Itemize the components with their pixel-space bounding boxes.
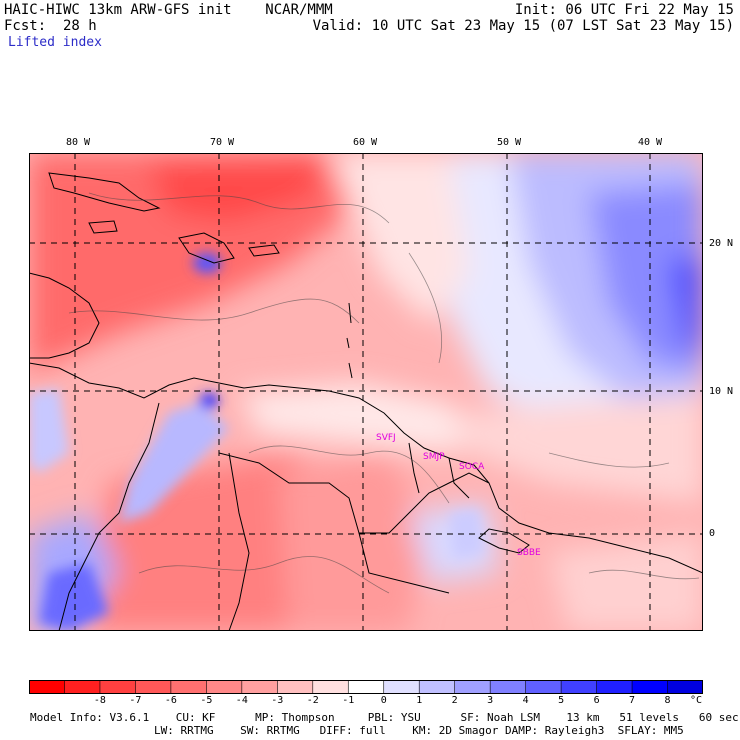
colorbar-tick-label: -4 [235,695,248,706]
station-smjp[interactable]: SMJP [423,452,445,462]
field-name: Lifted index [8,35,102,50]
lat-label-10n: 10 N [709,386,734,397]
lat-label-0: 0 [709,528,716,539]
colorbar-tick-label: -3 [271,695,284,706]
colorbar-cell [525,680,562,694]
colorbar-cell [64,680,101,694]
colorbar-tick-label: 5 [558,695,565,706]
colorbar-cell [419,680,456,694]
graticule [29,153,703,631]
colorbar-tick-label: 3 [487,695,494,706]
lifted-index-map[interactable]: SVFJ SMJP SOCA SBBE [29,153,703,631]
lon-label-70w: 70 W [210,137,235,148]
colorbar-cell [383,680,420,694]
colorbar-cell [135,680,172,694]
colorbar-tick-label: 6 [593,695,600,706]
forecast-hour: 28 h [63,18,97,34]
model-info-line1: Model Info: V3.6.1 CU: KF MP: Thompson P… [30,711,739,724]
lon-label-40w: 40 W [638,137,663,148]
colorbar-tick-label: 0 [380,695,387,706]
forecast-label: Fcst: [4,18,47,34]
station-soca[interactable]: SOCA [459,462,485,472]
valid-time: Valid: 10 UTC Sat 23 May 15 (07 LST Sat … [312,18,734,34]
colorbar-tick-label: 2 [451,695,458,706]
colorbar-tick-label: -2 [306,695,319,706]
colorbar-tick-label: -6 [164,695,177,706]
colorbar-cell [99,680,136,694]
colorbar-tick-label: 7 [629,695,636,706]
colorbar-frame [29,680,703,694]
colorbar-cell [170,680,207,694]
field-shading [29,153,703,631]
colorbar-cell [667,680,703,694]
model-title: HAIC-HIWC 13km ARW-GFS init NCAR/MMM [4,2,333,18]
colorbar-cell [632,680,669,694]
colorbar-cell [241,680,278,694]
model-info-line2: LW: RRTMG SW: RRTMG DIFF: full KM: 2D Sm… [154,724,684,737]
colorbar-cell [348,680,385,694]
colorbar-tick-label: 1 [416,695,423,706]
colorbar-tick-label: 4 [522,695,529,706]
colorbar-tick-label: -7 [129,695,142,706]
colorbar-unit: °C [690,695,703,706]
lon-label-60w: 60 W [353,137,378,148]
colorbar-cell [490,680,527,694]
contour-lines [68,192,700,594]
colorbar [29,680,703,694]
colorbar-cells [29,680,703,694]
colorbar-tick-label: 8 [664,695,671,706]
map-frame [29,153,703,631]
station-sbbe[interactable]: SBBE [517,548,541,558]
colorbar-cell [206,680,243,694]
colorbar-tick-label: -5 [200,695,213,706]
lon-label-80w: 80 W [66,137,91,148]
field-detail [29,253,484,631]
init-time: Init: 06 UTC Fri 22 May 15 [514,2,734,18]
colorbar-tick-label: -8 [93,695,106,706]
colorbar-cell [29,680,65,694]
colorbar-cell [596,680,633,694]
coastlines [29,172,703,631]
lat-label-20n: 20 N [709,238,734,249]
station-svfj[interactable]: SVFJ [376,433,396,443]
colorbar-cell [277,680,314,694]
colorbar-cell [454,680,491,694]
colorbar-tick-label: -1 [342,695,355,706]
colorbar-cell [312,680,349,694]
colorbar-cell [561,680,598,694]
lon-label-50w: 50 W [497,137,522,148]
